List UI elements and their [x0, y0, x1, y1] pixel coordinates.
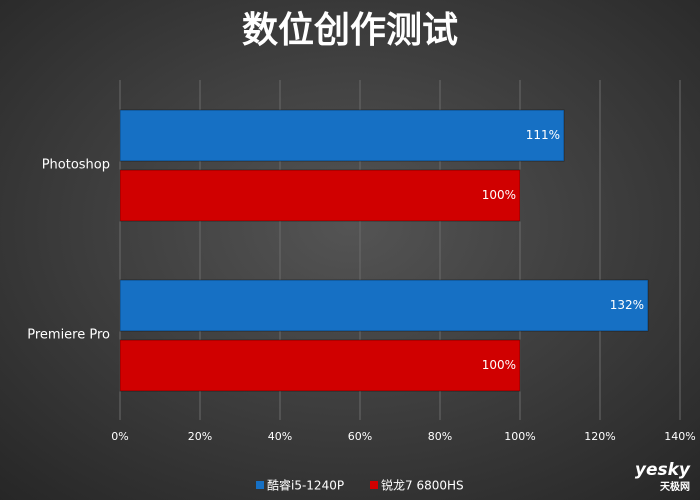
watermark-site: 天极网	[660, 480, 690, 493]
x-tick-label: 80%	[428, 430, 452, 443]
y-tick-label: Photoshop	[42, 158, 110, 173]
legend-swatch	[370, 481, 378, 489]
chart-title: 数位创作测试	[242, 10, 458, 51]
y-tick-label: Premiere Pro	[27, 328, 110, 343]
x-tick-label: 120%	[584, 430, 615, 443]
x-tick-label: 0%	[111, 430, 128, 443]
value-label: 111%	[526, 128, 560, 142]
x-tick-label: 20%	[188, 430, 212, 443]
x-tick-label: 40%	[268, 430, 292, 443]
x-tick-label: 60%	[348, 430, 372, 443]
x-tick-label: 140%	[664, 430, 695, 443]
value-label: 100%	[482, 358, 516, 372]
value-label: 100%	[482, 188, 516, 202]
value-label: 132%	[610, 298, 644, 312]
watermark-brand: yesky	[635, 460, 691, 480]
legend-label: 锐龙7 6800HS	[381, 479, 464, 493]
bar	[119, 279, 649, 332]
legend-swatch	[256, 481, 264, 489]
bar	[119, 339, 521, 392]
x-tick-label: 100%	[504, 430, 535, 443]
legend-label: 酷睿i5-1240P	[267, 478, 344, 493]
bar	[119, 169, 521, 222]
bar	[119, 109, 565, 162]
